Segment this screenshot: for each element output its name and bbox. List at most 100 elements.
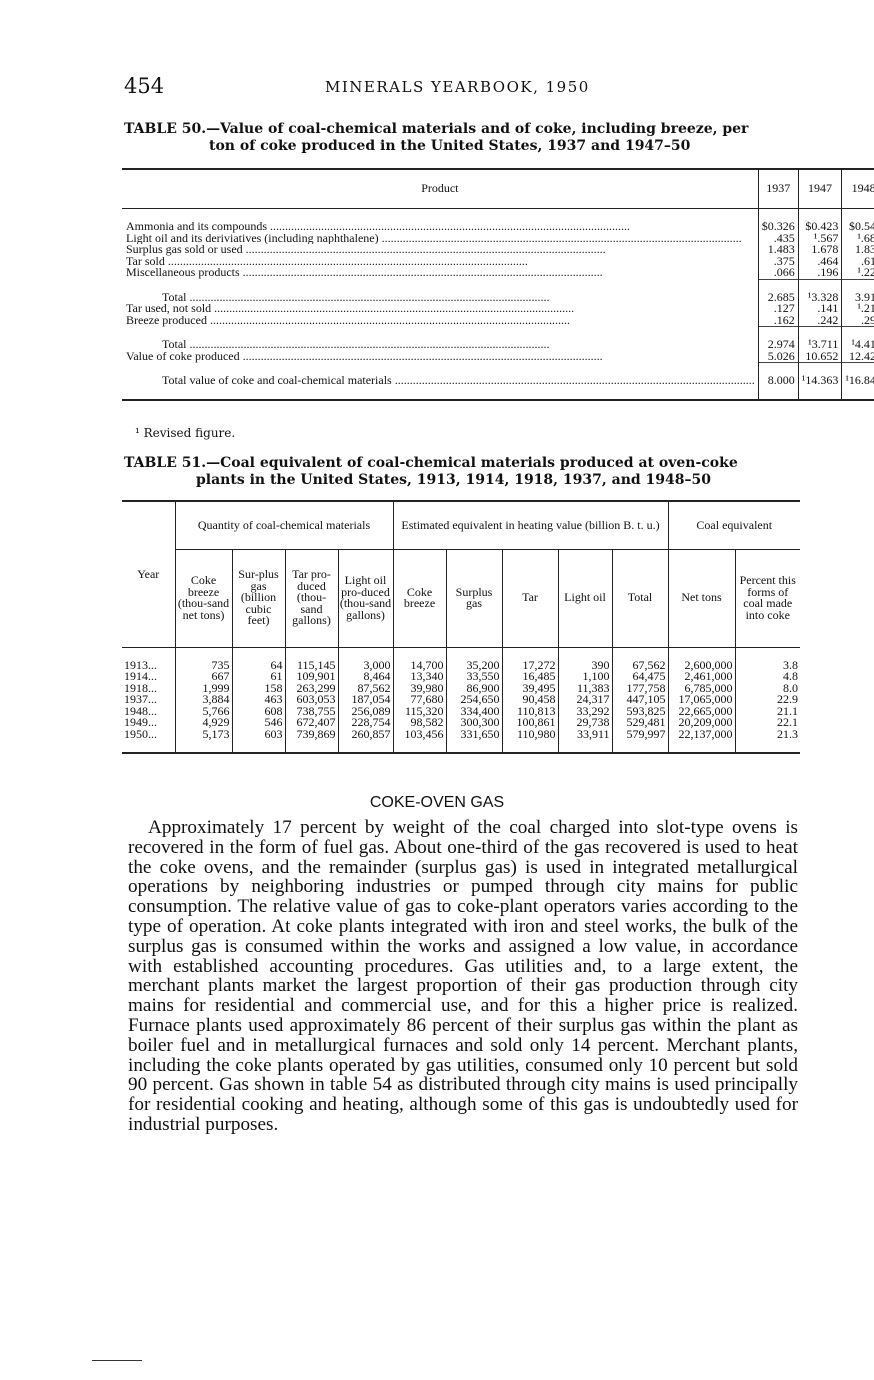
table50-title: TABLE 50.—Value of coal-chemical materia… (124, 121, 804, 155)
year-label: 1937 (124, 692, 148, 706)
group-header-coal: Coal equivalent (667, 501, 800, 550)
sub-header: Light oil pro-duced (thou-sand gallons) (337, 549, 393, 648)
value-cell: 263,299 (284, 682, 338, 694)
value-cell: 735 (174, 659, 232, 671)
spacer-cell (797, 208, 842, 221)
spacer-row (122, 326, 874, 340)
value-cell: 115,320 (392, 705, 446, 717)
value-cell: 3,884 (174, 693, 232, 706)
value-cell: 110,980 (501, 728, 558, 740)
value-cell: 100,861 (501, 716, 558, 729)
table50-footnote: ¹ Revised figure. (135, 426, 236, 440)
spacer-cell (797, 386, 842, 400)
spacer-cell (122, 327, 758, 340)
value-cell: 158 (231, 682, 285, 694)
value-cell: 17,272 (501, 659, 558, 671)
value-cell: 13,340 (392, 670, 446, 683)
value-cell: 4,929 (174, 716, 232, 729)
value-cell: 33,911 (557, 728, 612, 740)
value-cell: $0.423 (797, 220, 842, 233)
product-label: Miscellaneous products .................… (126, 267, 603, 279)
value-cell: 1,100 (557, 670, 612, 683)
product-label: Value of coke produced .................… (126, 350, 603, 363)
page-number: 454 (124, 74, 165, 98)
product-label: Breeze produced ........................… (126, 314, 570, 327)
value-cell: 254,650 (445, 693, 502, 706)
value-cell: 334,400 (445, 705, 502, 717)
table-row: 1950... 5,173 603 739,869 260,857 103,456 331,… (122, 726, 800, 741)
value-cell: $0.545 (841, 220, 874, 233)
sub-header: Net tons (667, 549, 735, 648)
value-cell: 22.9 (734, 693, 800, 706)
year-cell: 1937... (124, 692, 157, 706)
spacer-row (122, 386, 874, 400)
spacer-cell (122, 740, 175, 753)
value-cell: 21.1 (734, 705, 800, 717)
spacer-cell (757, 386, 799, 400)
value-cell: 603,053 (284, 693, 338, 706)
value-cell: 115,145 (284, 659, 338, 671)
value-cell: ¹.567 (797, 232, 842, 244)
value-cell: 20,209,000 (667, 716, 735, 729)
year-cell: 1950... (124, 726, 157, 741)
value-cell: 608 (231, 705, 285, 717)
footer-rule (92, 1360, 142, 1361)
spacer-cell (667, 647, 735, 660)
year-label: 1918 (124, 680, 148, 695)
value-cell: 33,550 (445, 670, 502, 683)
value-cell: 593,825 (611, 705, 668, 717)
spacer-cell (841, 278, 874, 292)
table-row: Total ..................................… (122, 291, 874, 303)
value-cell: 90,458 (501, 693, 558, 706)
value-cell: 256,089 (337, 705, 393, 717)
value-cell: $0.326 (757, 220, 799, 233)
year-label: 1949 (124, 715, 148, 729)
column-header: 1948 (841, 169, 874, 209)
value-cell: 17,065,000 (667, 693, 735, 706)
product-label: Total value of coke and coal-chemical ma… (162, 375, 755, 387)
value-cell: 87,562 (337, 682, 393, 694)
column-header: Product (122, 169, 759, 209)
value-cell: 110,813 (501, 705, 558, 717)
running-title: MINERALS YEARBOOK, 1950 (325, 78, 590, 96)
product-label: Total ..................................… (162, 339, 550, 351)
spacer-row (122, 362, 874, 375)
value-cell: .162 (757, 314, 799, 327)
spacer-cell (445, 647, 502, 660)
year-cell: 1948... (124, 703, 157, 718)
sub-header: Sur-plus gas (billion cubic feet) (231, 549, 285, 648)
spacer-cell (757, 362, 799, 375)
value-cell: 39,980 (392, 682, 446, 694)
table-row: Miscellaneous products .................… (122, 266, 874, 279)
table-row: 1949... 4,929 546 672,407 228,754 98,582 300,3… (122, 715, 800, 729)
table51-title-line2: plants in the United States, 1913, 1914,… (196, 472, 711, 488)
value-cell: 29,738 (557, 716, 612, 729)
value-cell: 12.429 (841, 350, 874, 363)
sub-header: Total (611, 549, 668, 648)
value-cell: 603 (231, 728, 285, 740)
value-cell: 103,456 (392, 728, 446, 740)
table-row: Light oil and its deriviatives (includin… (122, 232, 874, 244)
value-cell: 1.483 (757, 243, 799, 256)
value-cell: 5.026 (757, 350, 799, 363)
product-label: Tar used, not sold .....................… (126, 303, 575, 315)
spacer-cell (841, 386, 874, 400)
column-header: 1937 (757, 169, 799, 209)
year-cell: 1918... (124, 680, 157, 695)
table50-title-line1: TABLE 50.—Value of coal-chemical materia… (124, 121, 749, 137)
product-label: Ammonia and its compounds ..............… (126, 221, 630, 233)
sub-header: Percent this forms of coal made into cok… (734, 549, 800, 648)
value-cell: ¹.686 (841, 232, 874, 244)
spacer-cell (611, 740, 668, 753)
value-cell: 4.8 (734, 670, 800, 683)
table-row: Tar sold ...............................… (122, 255, 874, 267)
product-label: Light oil and its deriviatives (includin… (126, 232, 742, 244)
value-cell: 8,464 (337, 670, 393, 683)
year-label: 1950 (124, 726, 148, 741)
value-cell: 228,754 (337, 716, 393, 729)
value-cell: 579,997 (611, 728, 668, 740)
value-cell: 2,600,000 (667, 659, 735, 671)
value-cell: 21.3 (734, 728, 800, 740)
value-cell: 177,758 (611, 682, 668, 694)
value-cell: 1.839 (841, 243, 874, 256)
